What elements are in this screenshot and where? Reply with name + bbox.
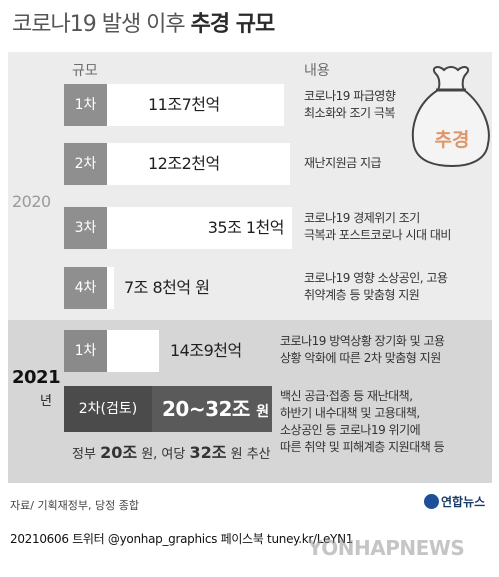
bar-2020-2: 2차 12조2천억 bbox=[64, 143, 290, 185]
watermark: YONHAPNEWS bbox=[308, 536, 465, 560]
amount-label-2020-4: 7조 8천억 원 bbox=[124, 278, 210, 297]
bar-2021-1: 1차 bbox=[64, 330, 159, 372]
year-label-2021: 2021 bbox=[12, 367, 61, 388]
year-suffix: 년 bbox=[40, 394, 52, 409]
round-label: 2차(검토) bbox=[64, 386, 152, 432]
money-bag-icon: 추경 bbox=[411, 66, 490, 168]
round-label: 2차 bbox=[64, 143, 107, 185]
amount-label-2021-1: 14조9천억 bbox=[170, 341, 242, 360]
amount-label: 35조 1천억 bbox=[207, 218, 285, 237]
bar-2021-2: 2차(검토) 20~32조 원 bbox=[64, 386, 272, 432]
bar-2020-3: 3차 35조 1천억 bbox=[64, 207, 292, 249]
column-header-scale: 규모 bbox=[72, 63, 98, 79]
round-label: 3차 bbox=[64, 207, 107, 249]
bar-2020-4: 4차 bbox=[64, 267, 114, 309]
bag-label: 추경 bbox=[435, 129, 470, 151]
yonhap-logo: 연합뉴스 bbox=[424, 493, 485, 510]
yonhap-logo-icon bbox=[424, 494, 439, 509]
credit-line: 20210606 트위터 @yonhap_graphics 페이스북 tuney… bbox=[10, 532, 354, 546]
description-2020-1: 코로나19 파급영향 최소화와 조기 극복 bbox=[304, 89, 396, 120]
round-label: 1차 bbox=[64, 84, 107, 126]
year-label-2020: 2020 bbox=[12, 192, 51, 211]
description-2021-2: 백신 공급·접종 등 재난대책, 하반기 내수대책 및 고용대책, 소상공인 등 코… bbox=[280, 389, 445, 454]
page-title: 코로나19 발생 이후 추경 규모 bbox=[12, 12, 275, 37]
description-2020-3: 코로나19 경제위기 조기 극복과 포스트코로나 시대 대비 bbox=[304, 211, 451, 242]
description-2021-1: 코로나19 방역상황 장기화 및 고용 상황 악화에 따른 2차 맞춤형 지원 bbox=[280, 334, 445, 365]
amount-label: 12조2천억 bbox=[148, 154, 220, 173]
round-label: 1차 bbox=[64, 330, 107, 372]
amount-label: 20~32조 원 bbox=[162, 397, 269, 421]
description-2020-4: 코로나19 영향 소상공인, 고용 취약계층 등 맞춤형 지원 bbox=[304, 271, 448, 302]
estimate-footnote: 정부 20조 원, 여당 32조 원 추산 bbox=[72, 443, 271, 462]
description-2020-2: 재난지원금 지급 bbox=[304, 156, 382, 170]
amount-label: 11조7천억 bbox=[148, 95, 220, 114]
column-header-content: 내용 bbox=[304, 63, 330, 79]
source-note: 자료/ 기획재정부, 당정 종합 bbox=[10, 499, 140, 512]
round-label: 4차 bbox=[64, 267, 107, 309]
bar-2020-1: 1차 11조7천억 bbox=[64, 84, 284, 126]
